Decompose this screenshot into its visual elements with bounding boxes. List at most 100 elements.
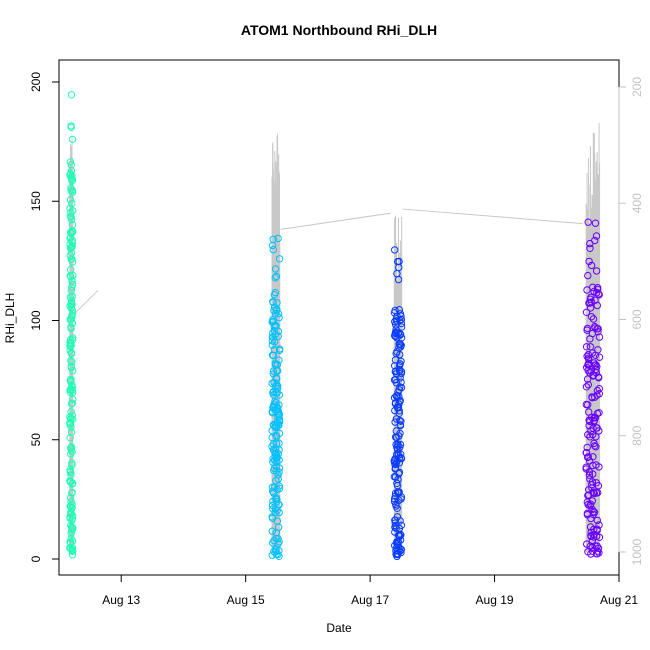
- data-point: [268, 501, 277, 510]
- data-point: [395, 488, 403, 496]
- data-point: [586, 475, 594, 483]
- data-point: [589, 430, 597, 439]
- data-point: [582, 449, 590, 457]
- data-point: [396, 396, 404, 405]
- data-point: [67, 122, 75, 130]
- data-point: [67, 216, 76, 224]
- data-point: [66, 468, 75, 476]
- data-point: [392, 375, 400, 384]
- chart-title: ATOM1 Northbound RHi_DLH: [241, 22, 437, 38]
- data-point: [275, 508, 283, 517]
- data-point: [396, 350, 404, 359]
- x-tick-label: Aug 17: [351, 593, 389, 607]
- data-point: [271, 423, 279, 431]
- data-point: [275, 255, 284, 263]
- data-point: [391, 489, 400, 497]
- data-point: [67, 507, 75, 516]
- data-point: [68, 411, 76, 419]
- data-point: [586, 523, 595, 531]
- data-point: [591, 219, 600, 227]
- y-tick-label: 0: [29, 555, 43, 562]
- right-tick-label: 600: [630, 309, 644, 329]
- data-point: [390, 309, 399, 317]
- data-point: [391, 460, 399, 469]
- data-point: [69, 271, 77, 280]
- data-point: [67, 349, 76, 357]
- data-point: [67, 91, 76, 99]
- data-point: [590, 489, 598, 498]
- data-point: [397, 417, 405, 425]
- data-point: [595, 374, 603, 382]
- data-point: [68, 301, 76, 309]
- data-point: [270, 547, 278, 556]
- data-point: [390, 331, 399, 340]
- data-point: [395, 263, 403, 272]
- data-point: [67, 243, 75, 252]
- data-point: [392, 379, 400, 387]
- data-point: [69, 547, 77, 555]
- data-point: [69, 395, 77, 404]
- data-point: [68, 500, 76, 508]
- x-tick-label: Aug 13: [102, 593, 140, 607]
- data-point: [268, 407, 276, 416]
- data-point: [395, 496, 403, 504]
- data-point: [591, 442, 599, 450]
- data-point: [393, 312, 401, 321]
- data-point: [583, 286, 591, 294]
- data-point: [275, 446, 283, 454]
- data-point: [269, 298, 277, 306]
- data-point: [584, 218, 592, 226]
- data-point: [590, 489, 598, 497]
- data-point: [67, 534, 75, 543]
- data-point: [584, 401, 592, 409]
- data-point: [397, 545, 406, 554]
- data-point: [67, 255, 75, 263]
- data-point: [394, 329, 402, 338]
- data-point: [593, 325, 601, 333]
- data-point: [583, 326, 591, 334]
- data-point: [595, 353, 604, 361]
- axes-layer: Aug 13 Aug 15 Aug 17 Aug 19 Aug 21 0 50 100 150 2…: [29, 72, 644, 607]
- data-point: [271, 444, 280, 453]
- data-point: [68, 358, 76, 366]
- data-point: [67, 297, 76, 305]
- data-point: [67, 184, 75, 192]
- data-point: [392, 329, 400, 338]
- data-point: [272, 454, 280, 462]
- data-point: [394, 445, 402, 454]
- data-point: [273, 495, 281, 504]
- data-point: [590, 533, 598, 541]
- data-point: [585, 408, 593, 416]
- y-tick-label: 150: [29, 191, 43, 211]
- data-point: [585, 421, 593, 430]
- data-point: [269, 367, 278, 375]
- data-point: [271, 288, 279, 297]
- data-point: [594, 328, 602, 336]
- data-point: [68, 459, 76, 467]
- data-point: [582, 308, 591, 316]
- data-point: [66, 228, 75, 237]
- data-point: [584, 381, 592, 389]
- data-point: [66, 434, 74, 442]
- data-point: [269, 387, 278, 396]
- data-point: [582, 463, 590, 471]
- data-point: [67, 161, 76, 169]
- data-point: [66, 196, 75, 204]
- data-point: [393, 479, 401, 487]
- data-point: [397, 383, 406, 392]
- right-tick-label: 400: [630, 193, 644, 213]
- data-point: [595, 427, 603, 435]
- data-point: [69, 415, 77, 423]
- data-point: [66, 158, 75, 166]
- data-point: [272, 272, 281, 281]
- data-point: [68, 135, 77, 144]
- data-point: [67, 444, 75, 452]
- data-point: [593, 288, 601, 297]
- data-point: [390, 495, 399, 503]
- data-point: [584, 271, 592, 280]
- data-point: [584, 354, 592, 362]
- data-point: [274, 382, 282, 390]
- data-point: [585, 257, 593, 266]
- data-point: [67, 408, 75, 416]
- data-point: [587, 261, 596, 270]
